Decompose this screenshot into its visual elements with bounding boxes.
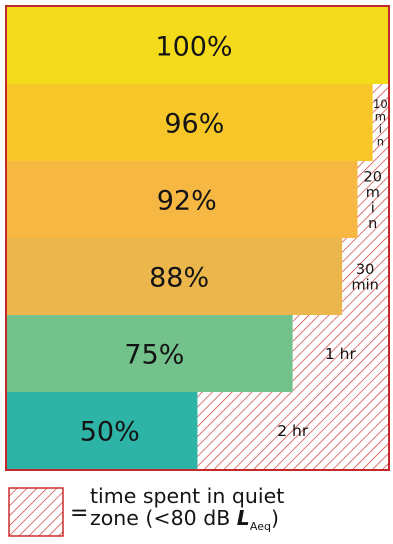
legend-label: time spent in quiet zone (<80 dB LAeq): [90, 485, 284, 538]
chart-border: [5, 5, 390, 471]
quiet-label: min: [351, 277, 378, 293]
legend-line-2: zone (<80 dB LAeq): [90, 507, 284, 538]
quiet-label: i: [379, 122, 382, 136]
quiet-label: i: [371, 200, 375, 216]
quiet-label: 1 hr: [325, 345, 357, 363]
bar-label: 50%: [80, 417, 140, 448]
legend-line-2-prefix: zone (<80 dB: [90, 506, 237, 530]
quiet-label: 10: [373, 97, 388, 111]
bar-label: 92%: [157, 186, 217, 217]
quiet-segment-50pct: [197, 392, 388, 469]
laeq-subscript: Aeq: [249, 520, 271, 534]
legend: = time spent in quiet zone (<80 dB LAeq): [6, 485, 386, 541]
quiet-label: m: [375, 109, 386, 123]
bar-88pct: [7, 238, 343, 315]
bar-label: 75%: [124, 340, 184, 371]
bar-75pct: [7, 315, 293, 392]
bar-label: 88%: [149, 263, 209, 294]
quiet-segment-75pct: [292, 315, 388, 392]
quiet-label: 20: [364, 169, 382, 185]
quiet-label: n: [377, 134, 384, 148]
bar-50pct: [7, 392, 198, 469]
legend-equals: =: [70, 501, 89, 526]
laeq-letter: L: [236, 506, 250, 530]
laeq-symbol: LAeq: [236, 506, 271, 534]
bar-label: 96%: [164, 109, 224, 140]
quiet-segment-96pct: [372, 84, 388, 161]
quiet-label: m: [366, 185, 380, 201]
hatch-legend-swatch: [8, 487, 64, 537]
bar-100pct: [7, 7, 388, 84]
quiet-segment-88pct: [342, 238, 388, 315]
bar-96pct: [7, 84, 373, 161]
quiet-label: n: [368, 216, 377, 232]
bar-92pct: [7, 161, 358, 238]
quiet-label: 30: [356, 262, 374, 278]
quiet-segment-92pct: [357, 161, 388, 238]
bar-label: 100%: [155, 32, 232, 63]
legend-line-2-suffix: ): [270, 506, 279, 530]
legend-line-1: time spent in quiet: [90, 484, 285, 508]
quiet-label: 2 hr: [277, 422, 309, 440]
